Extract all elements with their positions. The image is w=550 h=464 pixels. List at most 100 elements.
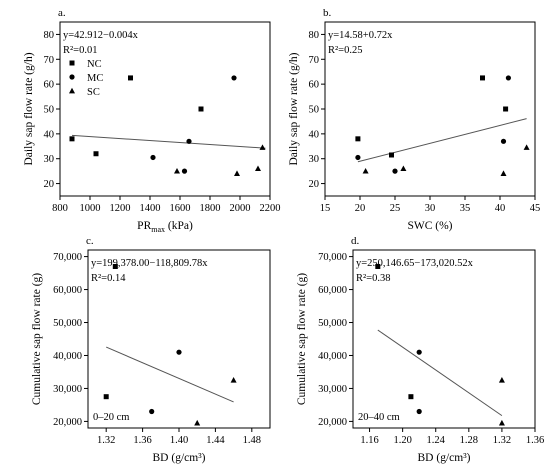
y-tick-label: 80 <box>309 30 320 41</box>
data-point-mc <box>500 138 507 144</box>
x-axis-label: SWC (%) <box>407 220 452 232</box>
y-axis-label: Daily sap flow rate (g/h) <box>288 52 300 165</box>
y-tick-label: 20 <box>309 179 320 190</box>
depth-note: 0–20 cm <box>93 412 129 423</box>
x-tick-label: 40 <box>495 203 506 214</box>
y-tick-label: 30 <box>309 154 320 165</box>
y-tick-label: 50,000 <box>318 318 347 329</box>
data-point-sc <box>498 419 505 426</box>
regression-equation: y=199,378.00−118,809.78x <box>91 258 208 269</box>
trendline <box>106 346 234 403</box>
x-tick-label: 1.40 <box>170 435 188 446</box>
x-tick-label: 1200 <box>110 203 131 214</box>
x-tick-label: 2200 <box>260 203 281 214</box>
regression-equation: y=250,146.65−173,020.52x <box>356 258 474 269</box>
data-point-sc <box>523 144 530 150</box>
x-axis-label: BD (g/cm³) <box>153 452 206 464</box>
data-point-mc <box>231 75 237 81</box>
legend-marker <box>69 74 75 80</box>
data-point-mc <box>355 154 361 161</box>
trendline <box>71 134 266 149</box>
data-point-sc <box>234 170 240 177</box>
x-tick-label: 45 <box>530 203 541 214</box>
x-tick-label: 20 <box>355 203 366 214</box>
data-point-nc <box>198 106 204 112</box>
y-tick-label: 70 <box>309 55 320 66</box>
legend-marker <box>69 87 75 94</box>
chart-panel-2: b. 15 20 25 30 35 40 45 20 30 40 50 60 70 80 SWC (%) Dai… <box>288 7 540 232</box>
data-point-mc <box>416 349 422 355</box>
data-point-nc <box>93 151 99 157</box>
y-tick-label: 40 <box>309 129 320 140</box>
x-tick-label: 1.48 <box>243 435 261 446</box>
y-tick-label: 50 <box>309 105 320 116</box>
data-point-nc <box>408 394 414 400</box>
x-tick-label: 1.36 <box>526 435 544 446</box>
y-tick-label: 30,000 <box>53 384 82 395</box>
data-point-mc <box>505 75 511 81</box>
x-tick-label: 1.32 <box>97 435 115 446</box>
data-point-sc <box>362 167 369 174</box>
y-axis-label: Daily sap flow rate (g/h) <box>23 52 35 165</box>
data-point-nc <box>480 75 485 81</box>
legend-label: MC <box>87 73 103 84</box>
y-axis-label: Cumulative sap flow rate (g) <box>296 273 308 405</box>
y-tick-label: 70,000 <box>53 252 82 263</box>
x-tick-label: 1.32 <box>493 435 511 446</box>
x-tick-label: 1800 <box>200 203 221 214</box>
data-point-mc <box>181 168 188 174</box>
data-point-nc <box>128 75 133 81</box>
x-tick-label: 1600 <box>170 203 191 214</box>
regression-equation: y=42.912−0.004x <box>63 30 139 41</box>
x-tick-label: 1.20 <box>393 435 411 446</box>
data-point-nc <box>375 263 381 269</box>
y-tick-label: 50 <box>44 105 55 116</box>
y-tick-label: 60,000 <box>318 285 347 296</box>
x-tick-label: 35 <box>460 203 471 214</box>
x-tick-label: 1.36 <box>133 435 151 446</box>
chart-panel-3: c. 1.32 1.36 1.40 1.44 1.48 20,000 30,000 40,000… <box>31 235 271 464</box>
x-tick-label: 30 <box>425 203 436 214</box>
data-point-nc <box>503 106 509 112</box>
data-point-sc <box>500 170 507 177</box>
data-point-nc <box>389 152 394 158</box>
r-squared: R²=0.25 <box>328 45 362 56</box>
trendline <box>377 329 503 417</box>
r-squared: R²=0.01 <box>63 45 97 56</box>
chart-panel-1: a. 800 1000 1200 1400 1600 1800 2000 2200 20 30 40 5… <box>23 7 281 234</box>
legend-marker <box>69 60 75 66</box>
legend-label: NC <box>87 59 102 70</box>
x-tick-label: 1.16 <box>360 435 378 446</box>
data-point-mc <box>149 408 155 415</box>
x-tick-label: 1400 <box>140 203 161 214</box>
x-axis-label: BD (g/cm³) <box>418 452 471 464</box>
y-tick-label: 30 <box>44 154 55 165</box>
y-tick-label: 50,000 <box>53 318 82 329</box>
y-tick-label: 30,000 <box>318 384 347 395</box>
x-tick-label: 1.28 <box>460 435 478 446</box>
x-tick-label: 25 <box>390 203 401 214</box>
data-point-nc <box>69 136 75 142</box>
x-tick-label: 1.24 <box>427 435 446 446</box>
data-point-nc <box>355 136 361 142</box>
y-tick-label: 20 <box>44 179 55 190</box>
y-tick-label: 20,000 <box>318 417 347 428</box>
panel-label: a. <box>58 7 66 19</box>
data-point-nc <box>112 263 118 269</box>
data-point-sc <box>174 167 180 174</box>
y-tick-label: 40 <box>44 129 55 140</box>
y-tick-label: 70 <box>44 55 55 66</box>
data-point-mc <box>150 154 156 161</box>
x-tick-label: 2000 <box>230 203 251 214</box>
x-tick-label: 1000 <box>80 203 101 214</box>
data-point-sc <box>230 377 237 383</box>
panel-label: b. <box>323 7 332 19</box>
x-tick-label: 15 <box>320 203 331 214</box>
y-tick-label: 60 <box>309 80 320 91</box>
data-point-sc <box>498 377 505 383</box>
x-tick-label: 800 <box>52 203 68 214</box>
data-point-sc <box>255 165 261 172</box>
data-point-mc <box>392 168 398 174</box>
data-point-sc <box>194 419 201 426</box>
regression-equation: y=14.58+0.72x <box>328 30 393 41</box>
